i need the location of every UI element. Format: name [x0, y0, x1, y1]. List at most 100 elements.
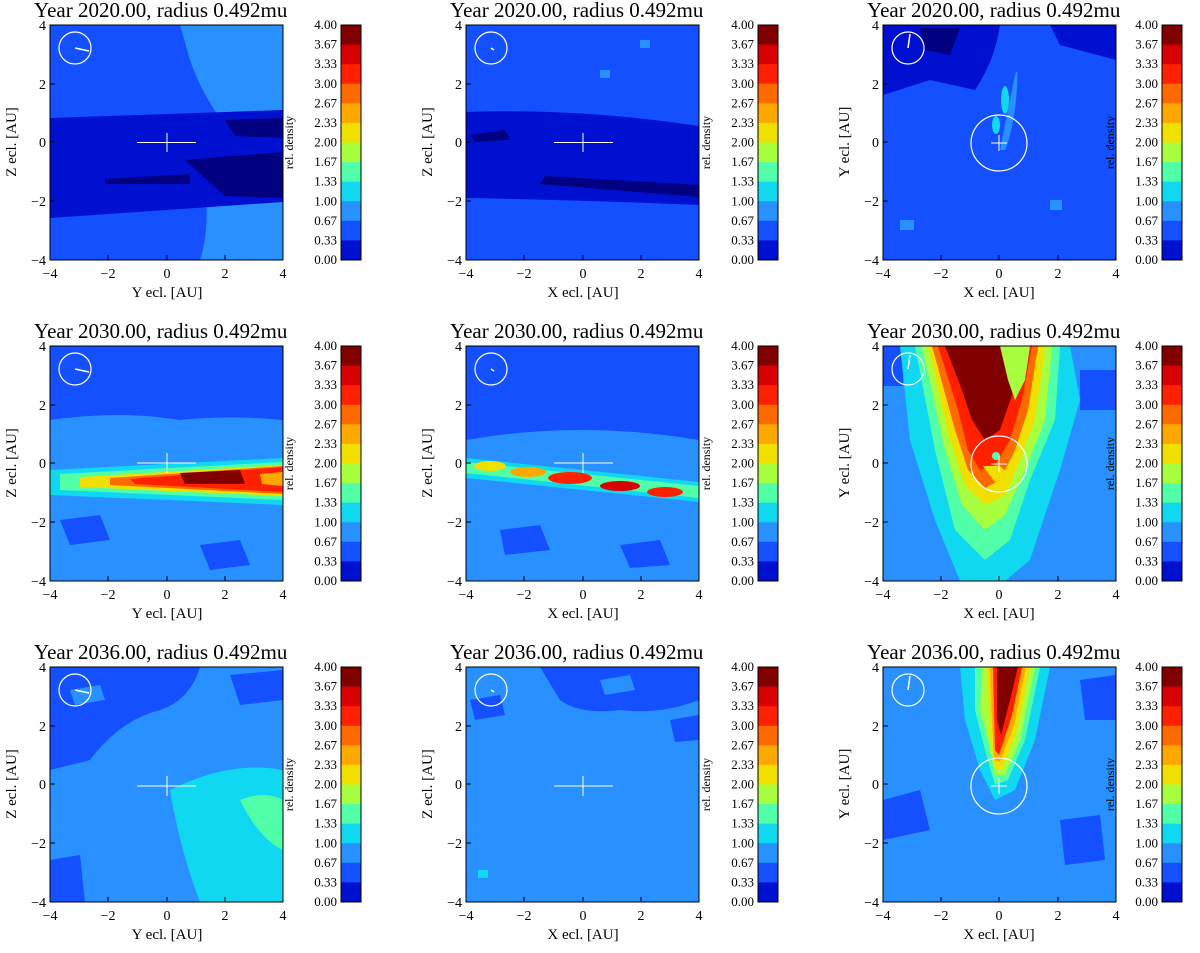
colorbar-tick-label: 2.33 [314, 436, 337, 451]
orientation-icon [474, 352, 508, 386]
colorbar-band [341, 483, 361, 504]
svg-text:2: 2 [39, 720, 46, 735]
colorbar-tick-label: 0.67 [731, 855, 754, 870]
contour-field [50, 25, 283, 260]
panel-6: Year 2036.00, radius 0.492mu −4 −2 0 2 4… [4, 640, 288, 943]
y-tick-labels: 4 2 0 −2 −4 [31, 19, 46, 269]
svg-text:4: 4 [455, 661, 462, 676]
region-0.33 [105, 174, 190, 184]
svg-text:−2: −2 [864, 195, 879, 210]
colorbar-band [1162, 862, 1182, 883]
x-tick-labels: −4 −2 0 2 4 [43, 909, 287, 924]
colorbar-band [758, 502, 778, 523]
x-tick-labels: −4 −2 0 2 4 [459, 267, 703, 282]
svg-text:0: 0 [580, 909, 587, 924]
colorbar-band [758, 667, 778, 688]
colorbar-band [341, 784, 361, 805]
colorbar-band [1162, 424, 1182, 445]
colorbar-tick-label: 1.33 [731, 174, 754, 189]
colorbar-band [758, 463, 778, 484]
contour-field [883, 667, 1116, 902]
region-0.33 [185, 152, 283, 198]
colorbar-band [341, 522, 361, 543]
colorbar-tick-label: 1.33 [731, 816, 754, 831]
x-axis-label: Y ecl. [AU] [132, 285, 203, 301]
svg-text:−2: −2 [101, 588, 116, 603]
colorbar-tick-label: 1.67 [1135, 796, 1158, 811]
svg-text:−2: −2 [517, 267, 532, 282]
svg-text:−4: −4 [876, 909, 891, 924]
colorbar-band [1162, 220, 1182, 241]
colorbar-tick-label: 1.33 [314, 174, 337, 189]
colorbar-tick-label: 1.67 [314, 154, 337, 169]
colorbar-tick-label: 2.00 [1135, 456, 1158, 471]
panel-title: Year 2020.00, radius 0.492mu [34, 0, 288, 22]
panel-title: Year 2030.00, radius 0.492mu [867, 319, 1121, 343]
y-tick-labels: 4 2 0 −2 −4 [447, 661, 462, 911]
svg-text:−4: −4 [31, 896, 46, 911]
colorbar-tick-label: 3.00 [1135, 76, 1158, 91]
x-axis-label: X ecl. [AU] [547, 927, 618, 943]
x-tick-labels: −4 −2 0 2 4 [876, 909, 1120, 924]
colorbar-tick-label: 0.00 [314, 894, 337, 909]
svg-text:−4: −4 [43, 267, 58, 282]
svg-text:0: 0 [164, 588, 171, 603]
colorbar-band [758, 862, 778, 883]
colorbar-tick-label: 0.67 [1135, 855, 1158, 870]
colorbar-tick-label: 2.00 [1135, 135, 1158, 150]
colorbar: 4.00 3.67 3.33 3.00 2.67 2.33 2.00 1.67 1.33 1.00… [1103, 338, 1183, 588]
colorbar-band [1162, 483, 1182, 504]
colorbar-band [341, 142, 361, 163]
svg-text:2: 2 [638, 909, 645, 924]
colorbar-tick-label: 1.67 [1135, 475, 1158, 490]
panel-title: Year 2030.00, radius 0.492mu [34, 319, 288, 343]
x-axis-label: X ecl. [AU] [547, 285, 618, 301]
colorbar-tick-label: 0.67 [314, 534, 337, 549]
svg-text:0: 0 [996, 588, 1003, 603]
colorbar-band [758, 162, 778, 183]
colorbar-band [1162, 162, 1182, 183]
colorbar-frame [757, 24, 779, 261]
colorbar-tick-label: 4.00 [314, 17, 337, 32]
orientation-icon [891, 352, 925, 386]
colorbar-band [341, 424, 361, 445]
svg-text:2: 2 [39, 399, 46, 414]
colorbar: 4.00 3.67 3.33 3.00 2.67 2.33 2.00 1.67 1.33 1.00… [1103, 17, 1183, 267]
colorbar-band [341, 764, 361, 785]
colorbar-tick-label: 3.67 [314, 37, 337, 52]
colorbar-tick-label: 0.67 [314, 855, 337, 870]
colorbar-tick-label: 3.00 [314, 76, 337, 91]
svg-text:−2: −2 [864, 516, 879, 531]
colorbar-tick-label: 2.00 [731, 777, 754, 792]
y-axis-label: Z ecl. [AU] [4, 428, 20, 498]
svg-text:2: 2 [222, 267, 229, 282]
svg-text:−4: −4 [459, 267, 474, 282]
colorbar-label: rel. density [282, 116, 296, 169]
orientation-icon [891, 673, 925, 707]
colorbar-band [758, 804, 778, 825]
svg-text:0: 0 [164, 267, 171, 282]
colorbar-tick-label: 3.33 [1135, 377, 1158, 392]
colorbar-tick-label: 0.33 [314, 232, 337, 247]
colorbar-tick-label: 1.33 [314, 495, 337, 510]
colorbar-tick-label: 2.00 [731, 456, 754, 471]
colorbar-tick-label: 1.00 [1135, 835, 1158, 850]
colorbar-band [1162, 385, 1182, 406]
colorbar-band [758, 83, 778, 104]
y-tick-labels: 4 2 0 −2 −4 [447, 19, 462, 269]
x-axis-label: Y ecl. [AU] [132, 927, 203, 943]
colorbar-tick-label: 3.00 [1135, 718, 1158, 733]
colorbar-band [1162, 44, 1182, 65]
svg-text:4: 4 [39, 661, 46, 676]
colorbar-tick-label: 0.00 [731, 573, 754, 588]
colorbar-tick-label: 1.67 [731, 154, 754, 169]
colorbar-tick-label: 1.67 [731, 475, 754, 490]
colorbar-band [341, 404, 361, 425]
colorbar-band [341, 346, 361, 367]
svg-text:−4: −4 [447, 254, 462, 269]
panel-title: Year 2036.00, radius 0.492mu [867, 640, 1121, 664]
svg-text:0: 0 [455, 778, 462, 793]
region-0.33 [225, 118, 283, 138]
colorbar-tick-label: 0.00 [314, 573, 337, 588]
colorbar-band [1162, 142, 1182, 163]
